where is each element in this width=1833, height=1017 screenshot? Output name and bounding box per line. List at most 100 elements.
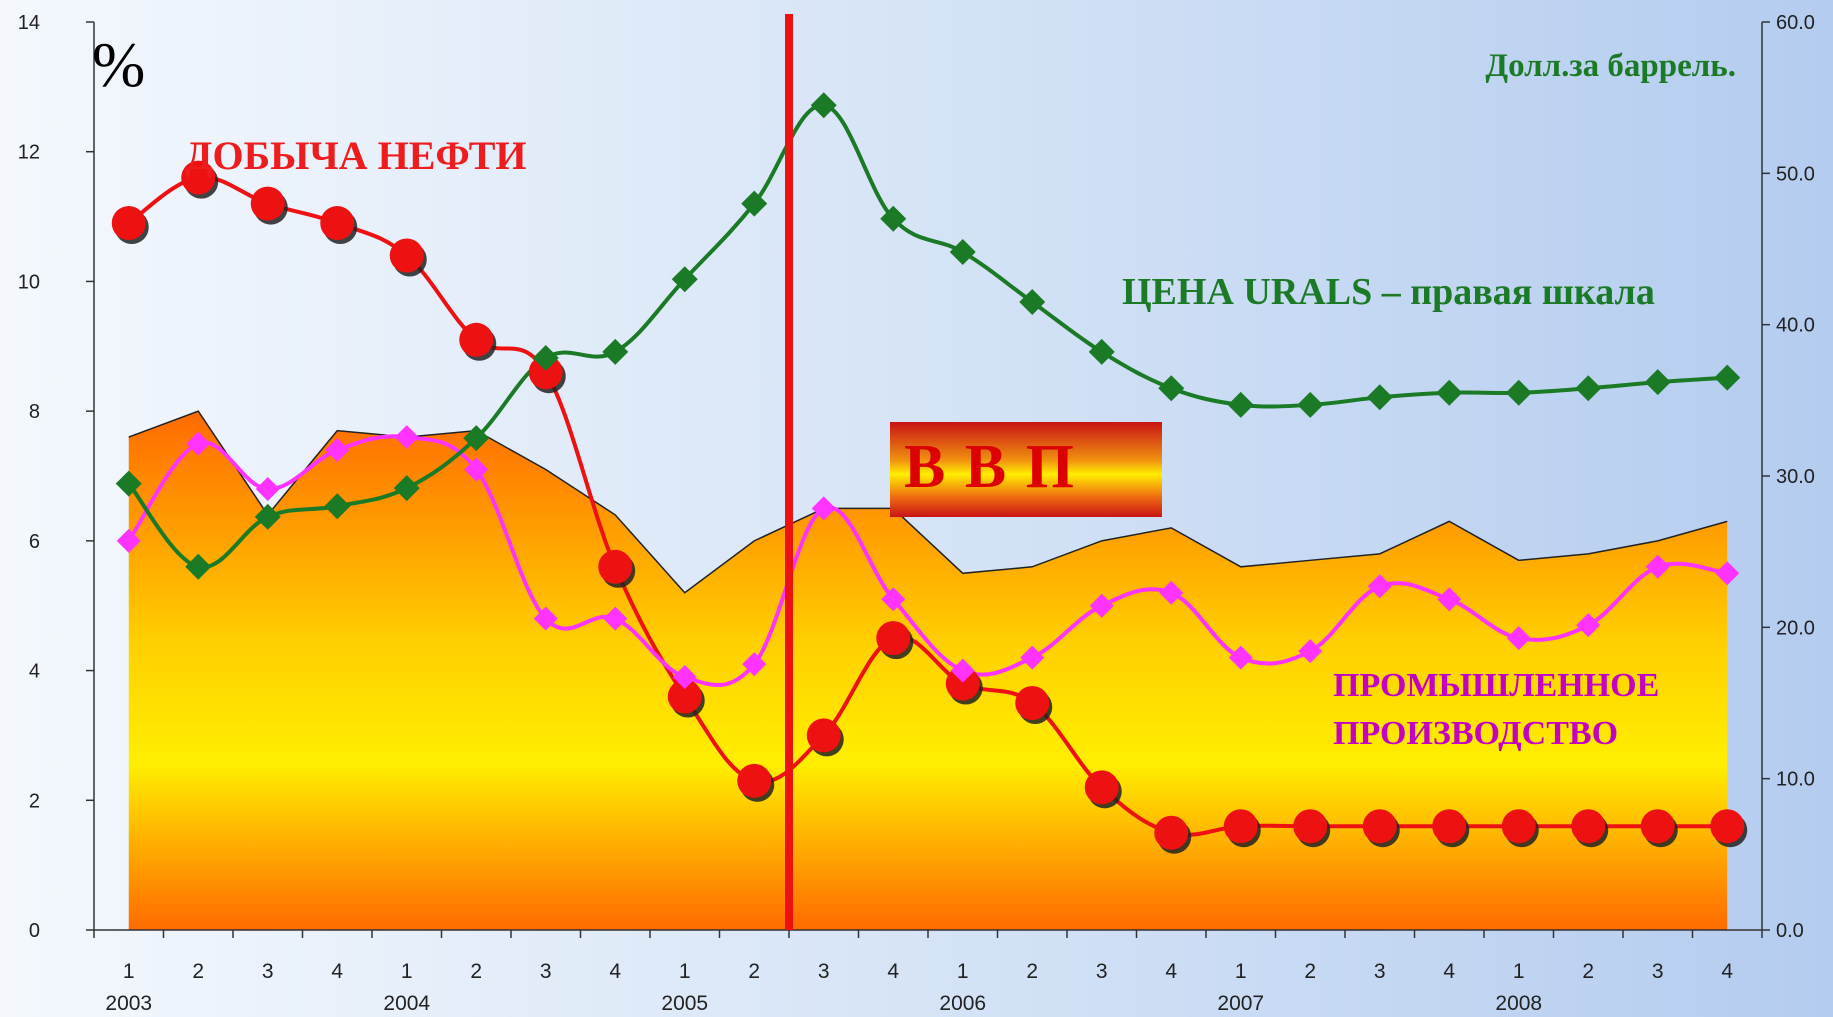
industrial-production-point: [325, 438, 350, 463]
industrial-production-point: [1089, 593, 1114, 618]
urals-price-point: [1366, 384, 1393, 411]
urals-price-point: [810, 92, 837, 119]
oil-production-point: [528, 355, 563, 390]
industrial-production-point: [1506, 626, 1531, 651]
right-axis-tick-label: 20.0: [1776, 617, 1815, 639]
right-axis-tick-label: 0.0: [1776, 920, 1804, 942]
oil-production-point: [945, 666, 980, 701]
industrial-production-label-line1: ПРОМЫШЛЕННОЕ: [1333, 667, 1660, 704]
x-axis-quarter-label: 2: [1304, 960, 1316, 983]
industrial-production-point: [1298, 639, 1323, 664]
right-axis-tick-label: 50.0: [1776, 163, 1815, 185]
urals-price-point: [115, 470, 142, 497]
oil-production-point: [1640, 809, 1675, 844]
industrial-production-point: [881, 587, 906, 612]
urals-price-point: [741, 190, 768, 217]
urals-price-point: [393, 475, 420, 502]
x-axis-quarter-label: 3: [818, 960, 830, 983]
urals-price-point: [1644, 369, 1671, 396]
left-axis-tick-label: 2: [29, 790, 40, 812]
x-axis-year-label: 2006: [939, 992, 986, 1015]
x-axis-quarter-label: 4: [1165, 960, 1177, 983]
industrial-production-point: [464, 457, 489, 482]
x-axis-quarter-label: 2: [192, 960, 204, 983]
industrial-production-point: [603, 606, 628, 631]
oil-production-point: [1501, 809, 1536, 844]
oil-production-point: [598, 549, 633, 584]
x-axis-quarter-label: 3: [1096, 960, 1108, 983]
urals-price-point: [463, 425, 490, 452]
urals-price-point: [671, 266, 698, 293]
x-axis-quarter-label: 3: [1652, 960, 1664, 983]
oil-production-point: [181, 160, 216, 195]
urals-price-point: [254, 503, 281, 530]
urals-price-point: [1436, 379, 1463, 406]
industrial-production-point: [533, 606, 558, 631]
right-axis-tick-label: 60.0: [1776, 12, 1815, 34]
urals-price-point: [1297, 391, 1324, 418]
industrial-production-point: [1715, 561, 1740, 586]
left-axis-tick-label: 14: [18, 12, 40, 34]
oil-production-point: [876, 621, 911, 656]
left-axis-tick-label: 6: [29, 531, 40, 553]
urals-price-point: [1019, 288, 1046, 315]
x-axis-quarter-label: 1: [1513, 960, 1525, 983]
left-axis-tick-label: 0: [29, 920, 40, 942]
oil-production-point: [1432, 809, 1467, 844]
oil-production-point: [1293, 809, 1328, 844]
left-axis-tick-label: 4: [29, 661, 40, 683]
x-axis-quarter-label: 4: [887, 960, 899, 983]
industrial-production-point: [255, 476, 280, 501]
gdp-label: В В П: [904, 433, 1076, 501]
left-axis-tick-label: 8: [29, 401, 40, 423]
urals-price-point: [1227, 391, 1254, 418]
industrial-production-point: [811, 496, 836, 521]
oil-production-point: [459, 322, 494, 357]
industrial-production-point: [1645, 554, 1670, 579]
left-axis-tick-label: 12: [18, 142, 40, 164]
right-axis-unit-label: Долл.за баррель.: [1485, 48, 1736, 84]
x-axis-quarter-label: 3: [262, 960, 274, 983]
x-axis-quarter-label: 1: [1235, 960, 1247, 983]
oil-production-point: [250, 186, 285, 221]
urals-price-point: [1714, 364, 1741, 391]
x-axis-quarter-label: 4: [331, 960, 343, 983]
x-axis-quarter-label: 2: [470, 960, 482, 983]
urals-price-point: [880, 205, 907, 232]
oil-production-point: [737, 763, 772, 798]
industrial-production-point: [1159, 580, 1184, 605]
urals-price-point: [1088, 338, 1115, 365]
oil-production-point: [1362, 809, 1397, 844]
oil-production-point: [1015, 686, 1050, 720]
oil-production-point: [667, 679, 702, 714]
industrial-production-point: [394, 425, 419, 450]
x-axis-year-label: 2004: [383, 992, 430, 1015]
gdp-area: [128, 411, 1728, 931]
urals-price-point: [1505, 379, 1532, 406]
x-axis-year-label: 2007: [1217, 992, 1264, 1015]
x-axis-quarter-label: 4: [609, 960, 621, 983]
urals-price-point: [1575, 375, 1602, 402]
gdp-label-box: В В П: [890, 422, 1162, 517]
oil-production-point: [111, 206, 146, 241]
industrial-production-point: [1576, 613, 1601, 638]
x-axis-quarter-label: 1: [957, 960, 969, 983]
oil-production-point: [320, 206, 355, 241]
industrial-production-point: [1367, 574, 1392, 599]
oil-production-point: [1710, 809, 1745, 844]
oil-production-point: [1571, 809, 1606, 844]
urals-price-point: [949, 239, 976, 266]
industrial-production-point: [672, 665, 697, 690]
urals-price-point: [532, 344, 559, 371]
oil-production-point: [1154, 815, 1189, 850]
x-axis-quarter-label: 2: [1582, 960, 1594, 983]
right-axis-tick-label: 10.0: [1776, 769, 1815, 791]
oil-production-point: [1223, 809, 1258, 844]
x-axis-year-label: 2008: [1495, 992, 1542, 1015]
right-axis-tick-label: 40.0: [1776, 315, 1815, 337]
x-axis-quarter-label: 3: [1374, 960, 1386, 983]
x-axis-quarter-label: 1: [123, 960, 135, 983]
left-axis-tick-label: 10: [18, 271, 40, 293]
industrial-production-label: ПРОМЫШЛЕННОЕ ПРОИЗВОДСТВО: [1333, 662, 1659, 758]
